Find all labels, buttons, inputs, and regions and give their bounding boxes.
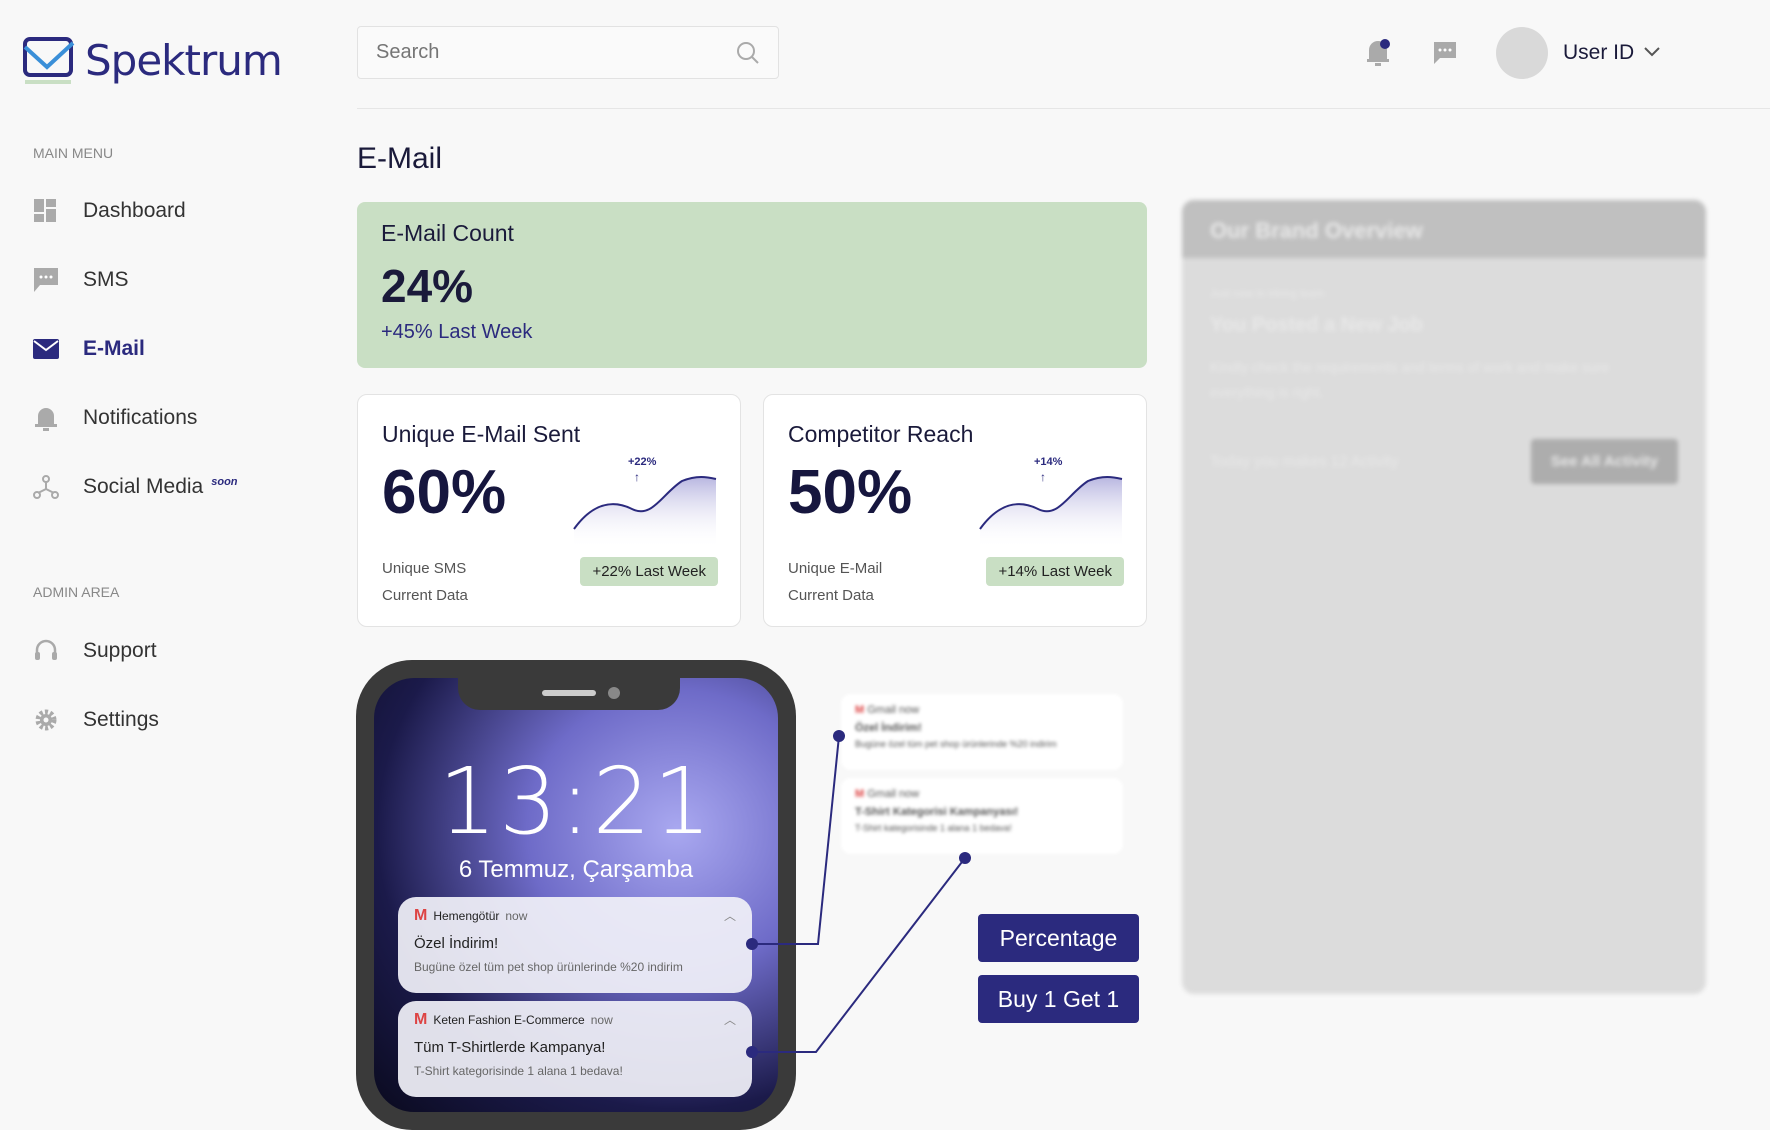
search-input[interactable]: [376, 41, 676, 64]
notification-app: Keten Fashion E-Commerce: [433, 1013, 585, 1027]
grid-icon: [33, 198, 59, 224]
chevron-up-icon[interactable]: ︿: [723, 1013, 736, 1027]
spark-label: +22%: [628, 456, 657, 468]
mail-icon: [33, 336, 59, 362]
card-title: E-Mail Count: [381, 220, 514, 246]
search-icon[interactable]: [736, 41, 760, 65]
card-value: 60%: [382, 458, 507, 527]
phone-notch: [458, 678, 680, 710]
sparkline: +14% ↑: [979, 456, 1123, 549]
phone-notification[interactable]: M Hemengötür now ︿ Özel İndirim! Bugüne öz…: [398, 897, 752, 993]
lock-date: 6 Temmuz, Çarşamba: [458, 856, 694, 883]
sidebar-item-label: Social Media: [83, 475, 204, 498]
card-sub-label: Current Data: [788, 587, 874, 604]
sidebar-item-label: Notifications: [83, 406, 198, 429]
card-sub-label: Unique E-Mail: [788, 560, 883, 577]
unique-email-sent-card: Unique E-Mail Sent 60% +22% ↑ Unique SMS C…: [357, 394, 741, 627]
headset-icon: [33, 638, 59, 664]
sidebar-item-email[interactable]: E-Mail: [33, 331, 145, 367]
change-badge: +22% Last Week: [580, 557, 718, 586]
page-title: E-Mail: [357, 142, 443, 175]
bell-icon: [33, 405, 59, 431]
notification-title: Tüm T-Shirtlerde Kampanya!: [414, 1039, 606, 1056]
sidebar-item-social-media[interactable]: Social Media soon: [33, 469, 238, 505]
card-sub-label: Unique SMS: [382, 560, 467, 577]
card-sub-label: Current Data: [382, 587, 468, 604]
phone-mockup: 13:21 6 Temmuz, Çarşamba M Hemengötür now …: [356, 660, 796, 1130]
gmail-preview: M Gmail now T-Shirt Kategorisi Kampanyası…: [841, 778, 1123, 854]
sidebar-item-settings[interactable]: Settings: [33, 702, 159, 738]
panel-footer: Today you makes 12 Activity: [1210, 453, 1399, 470]
bell-icon[interactable]: [1365, 38, 1391, 66]
sidebar-item-label: SMS: [83, 268, 129, 291]
sidebar-item-label: E-Mail: [83, 337, 145, 360]
lock-time: 13:21: [438, 748, 714, 855]
spark-label: +14%: [1034, 456, 1063, 468]
admin-area-label: ADMIN AREA: [33, 584, 120, 600]
sparkline: +22% ↑: [573, 456, 717, 549]
phone-notification[interactable]: M Keten Fashion E-Commerce now ︿ Tüm T-Shi…: [398, 1001, 752, 1097]
arrow-up-icon: ↑: [1040, 470, 1046, 484]
chevron-down-icon[interactable]: [1643, 46, 1661, 58]
notification-time: now: [590, 1013, 613, 1027]
user-menu[interactable]: User ID: [1563, 41, 1635, 64]
sidebar-item-dashboard[interactable]: Dashboard: [33, 193, 186, 229]
gmail-icon: M: [414, 1011, 428, 1028]
chevron-up-icon[interactable]: ︿: [723, 909, 736, 923]
notification-body: Bugüne özel tüm pet shop ürünlerinde %20…: [414, 960, 683, 974]
logo[interactable]: Spektrum: [23, 36, 283, 85]
gmail-icon: M: [855, 788, 865, 800]
card-title: Competitor Reach: [788, 421, 974, 447]
sidebar-item-label: Dashboard: [83, 199, 186, 222]
header-divider: [357, 108, 1770, 109]
logo-mail-icon: [23, 36, 75, 84]
sidebar-item-notifications[interactable]: Notifications: [33, 400, 197, 436]
email-count-card: E-Mail Count 24% +45% Last Week: [357, 202, 1147, 368]
notification-body: T-Shirt kategorisinde 1 alana 1 bedava!: [414, 1064, 623, 1078]
main-menu-label: MAIN MENU: [33, 145, 114, 161]
avatar[interactable]: [1496, 27, 1548, 79]
chat-icon[interactable]: [1432, 40, 1458, 66]
sidebar-item-sms[interactable]: SMS: [33, 262, 129, 298]
soon-badge: soon: [211, 476, 238, 488]
buy-1-get-1-button[interactable]: Buy 1 Get 1: [978, 975, 1139, 1023]
sidebar-item-label: Settings: [83, 708, 159, 731]
brand-overview-panel: Our Brand Overview Just now in Hiring te…: [1182, 200, 1706, 994]
sidebar-item-support[interactable]: Support: [33, 633, 157, 669]
panel-title: Our Brand Overview: [1182, 200, 1706, 258]
sidebar-item-label: Support: [83, 639, 157, 662]
notification-app: Hemengötür: [433, 909, 500, 923]
panel-body: Kindly check the requirements and terms …: [1210, 359, 1610, 400]
see-all-activity-button[interactable]: See All Activity: [1530, 439, 1678, 484]
arrow-up-icon: ↑: [634, 470, 640, 484]
brand-name: Spektrum: [85, 36, 283, 85]
notification-title: Özel İndirim!: [414, 935, 499, 952]
notification-time: now: [505, 909, 528, 923]
gmail-icon: M: [855, 704, 865, 716]
chat-icon: [33, 267, 59, 293]
percentage-button[interactable]: Percentage: [978, 914, 1139, 962]
card-change: +45% Last Week: [381, 321, 533, 343]
panel-headline: You Posted a New Job: [1210, 314, 1423, 336]
gmail-preview: M Gmail now Özel İndirim! Bugüne özel tüm …: [841, 694, 1123, 770]
network-icon: [33, 474, 59, 500]
panel-kicker: Just now in Hiring team: [1210, 288, 1325, 300]
gear-icon: [33, 707, 59, 733]
notification-dot: [1380, 39, 1390, 49]
change-badge: +14% Last Week: [986, 557, 1124, 586]
search-box[interactable]: [357, 26, 779, 79]
card-title: Unique E-Mail Sent: [382, 421, 581, 447]
card-value: 50%: [788, 458, 913, 527]
competitor-reach-card: Competitor Reach 50% +14% ↑ Unique E-Mail…: [763, 394, 1147, 627]
card-value: 24%: [381, 260, 474, 312]
gmail-icon: M: [414, 907, 428, 924]
